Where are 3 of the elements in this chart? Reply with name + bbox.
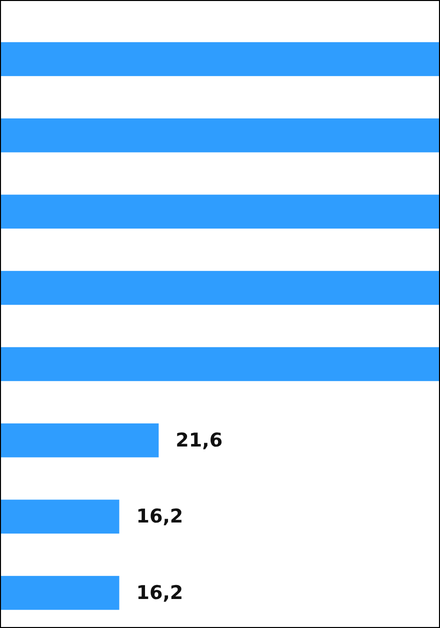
data-label: 16,2 [136, 506, 184, 528]
data-label: 16,2 [136, 582, 184, 604]
data-label: 21,6 [176, 429, 223, 452]
